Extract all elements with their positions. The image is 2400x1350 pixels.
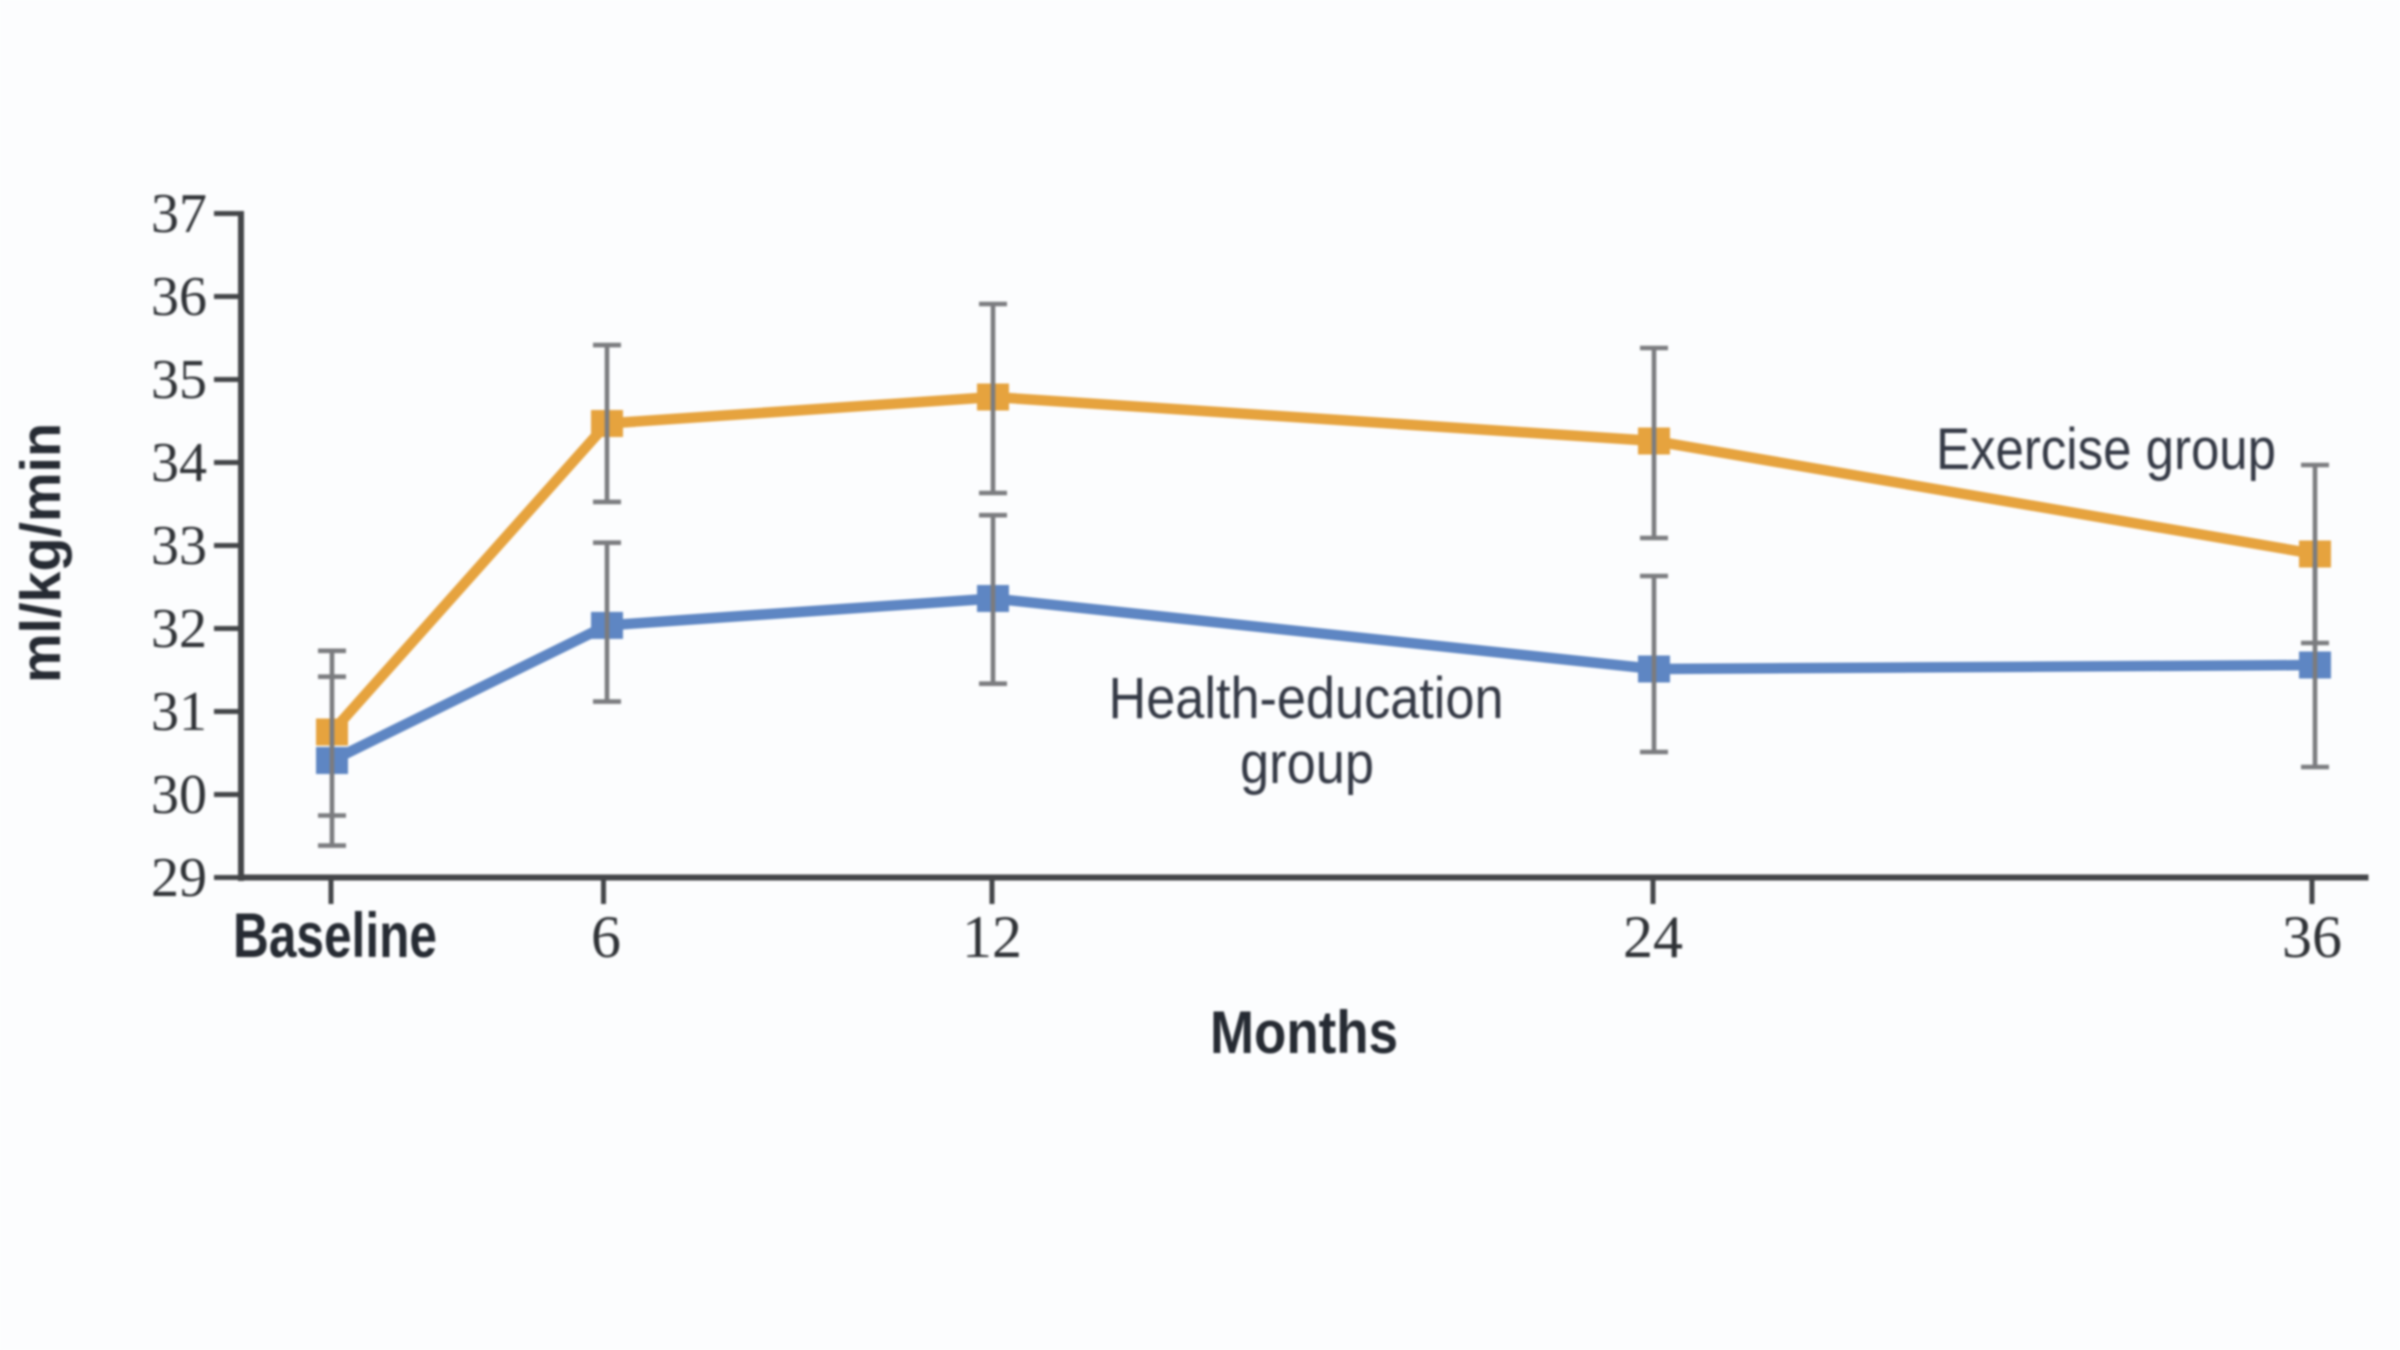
svg-text:Health-education: Health-education (1109, 666, 1504, 731)
svg-text:33: 33 (151, 515, 207, 577)
svg-text:31: 31 (151, 681, 207, 743)
svg-text:36: 36 (2282, 904, 2342, 970)
svg-text:Baseline: Baseline (233, 901, 437, 971)
svg-text:34: 34 (151, 432, 207, 494)
svg-text:32: 32 (151, 598, 207, 660)
svg-text:30: 30 (151, 764, 207, 826)
svg-text:37: 37 (151, 183, 207, 245)
svg-text:ml/kg/min: ml/kg/min (9, 423, 73, 683)
svg-text:group: group (1240, 731, 1374, 796)
svg-text:36: 36 (151, 266, 207, 328)
svg-text:35: 35 (151, 349, 207, 411)
svg-text:6: 6 (591, 904, 621, 970)
svg-text:12: 12 (962, 904, 1022, 970)
svg-text:29: 29 (151, 847, 207, 909)
svg-text:Exercise group: Exercise group (1936, 417, 2276, 482)
svg-text:24: 24 (1623, 904, 1683, 970)
svg-text:Months: Months (1210, 999, 1398, 1066)
